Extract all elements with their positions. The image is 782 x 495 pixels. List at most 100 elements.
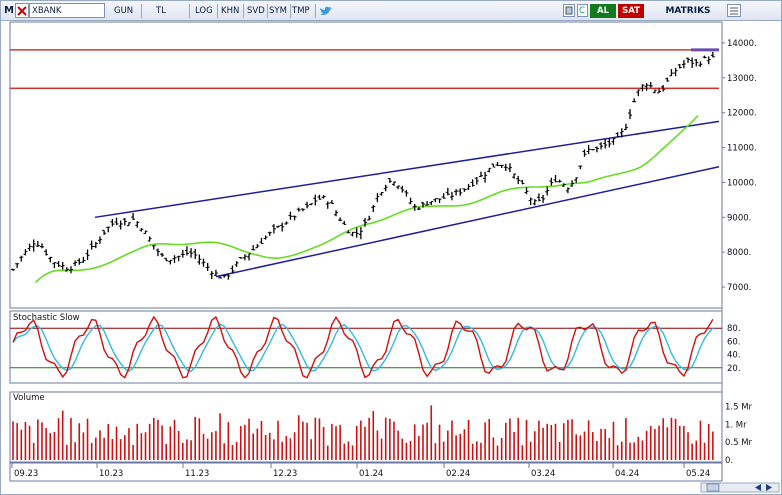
options-button[interactable] xyxy=(727,4,741,17)
volume-tick-label: 1.5 Mr xyxy=(725,403,753,413)
price-bar xyxy=(226,273,231,280)
price-bar xyxy=(168,259,173,265)
price-bar xyxy=(338,217,343,222)
price-bar xyxy=(657,88,662,94)
price-bar xyxy=(383,184,388,192)
price-bar xyxy=(652,89,657,94)
price-tick-label: 7000. xyxy=(727,283,751,293)
chart-c-label: C xyxy=(579,6,585,16)
price-bar xyxy=(93,241,98,249)
price-bar xyxy=(305,201,310,209)
price-bar xyxy=(491,163,496,168)
price-bar xyxy=(681,60,686,69)
brand-logo: MATRIKS xyxy=(665,6,711,16)
price-bar xyxy=(404,190,409,197)
price-bar xyxy=(64,267,69,272)
price-bar xyxy=(27,243,32,251)
price-bar xyxy=(632,98,637,103)
price-bar xyxy=(628,109,633,120)
price-bar xyxy=(11,268,15,271)
stochastic-tick-label: 60. xyxy=(727,337,741,347)
currency-button[interactable]: TL xyxy=(156,6,166,16)
price-bar xyxy=(19,255,24,262)
price-bar xyxy=(259,237,264,245)
price-bar xyxy=(507,163,512,173)
price-bar xyxy=(122,218,127,226)
price-bar xyxy=(570,180,575,187)
price-bar xyxy=(603,138,608,149)
price-panel xyxy=(9,21,723,309)
scrollbar[interactable] xyxy=(700,482,780,493)
sell-button[interactable]: SAT xyxy=(618,4,644,18)
price-bar xyxy=(230,265,235,273)
price-bar xyxy=(420,201,425,208)
price-bar xyxy=(263,235,268,240)
scroll-right-icon[interactable] xyxy=(766,484,772,491)
price-bar xyxy=(321,195,326,199)
price-bar xyxy=(234,261,239,267)
price-bar xyxy=(549,177,554,186)
price-bar xyxy=(135,221,140,228)
price-bar xyxy=(396,185,401,190)
price-bar xyxy=(619,128,624,138)
resistance-lines xyxy=(10,48,719,89)
price-bar xyxy=(487,167,492,173)
price-bar xyxy=(433,198,438,203)
price-bar xyxy=(255,244,260,249)
price-bar xyxy=(155,248,160,257)
price-bar xyxy=(31,239,36,252)
stochastic-d-line xyxy=(12,323,714,373)
log-button[interactable]: LOG xyxy=(195,6,213,16)
price-bar xyxy=(15,263,20,269)
symbol-input[interactable]: XBANK xyxy=(29,3,105,18)
price-bar xyxy=(172,255,177,264)
volume-bars xyxy=(12,405,714,460)
scroll-thumb[interactable] xyxy=(706,483,720,492)
close-symbol-button[interactable] xyxy=(15,3,29,18)
price-bar xyxy=(379,191,384,196)
price-bar xyxy=(97,236,102,244)
date-tick-label: 05.24 xyxy=(686,469,710,479)
price-bar xyxy=(284,221,289,225)
price-bar xyxy=(77,258,82,265)
price-bar xyxy=(68,266,73,274)
tmp-button[interactable]: TMP xyxy=(292,6,310,16)
price-bar xyxy=(669,69,674,77)
refresh-button[interactable] xyxy=(563,4,575,17)
price-bar xyxy=(197,254,202,265)
chart-c-button[interactable]: C xyxy=(577,4,588,17)
date-tick-label: 09.23 xyxy=(14,469,38,479)
price-bar xyxy=(160,252,165,257)
buy-button[interactable]: AL xyxy=(590,4,616,18)
price-bar xyxy=(454,189,459,196)
price-bar xyxy=(73,260,78,266)
date-tick-label: 12.23 xyxy=(273,469,297,479)
scroll-left-icon[interactable] xyxy=(755,484,761,491)
price-bar xyxy=(288,211,293,220)
khn-button[interactable]: KHN xyxy=(221,6,240,16)
volume-label: Volume xyxy=(13,393,45,403)
price-bar xyxy=(636,89,641,97)
twitter-icon[interactable] xyxy=(319,5,333,17)
price-bar xyxy=(189,248,194,258)
close-icon xyxy=(17,6,27,16)
price-bar xyxy=(644,83,649,91)
price-bar xyxy=(512,173,517,179)
price-bar xyxy=(408,197,413,205)
price-bar xyxy=(184,246,189,256)
sym-button[interactable]: SYM xyxy=(269,6,287,16)
price-bar xyxy=(48,256,53,263)
price-bar xyxy=(110,218,115,227)
date-tick-label: 11.23 xyxy=(185,469,209,479)
svd-button[interactable]: SVD xyxy=(247,6,265,16)
price-bar xyxy=(623,123,628,131)
period-button[interactable]: GUN xyxy=(114,6,134,16)
price-bar xyxy=(44,249,49,256)
price-bar xyxy=(81,256,86,263)
price-tick-label: 8000. xyxy=(727,248,751,258)
price-bar xyxy=(147,236,152,242)
price-bar xyxy=(329,200,334,204)
date-tick-label: 10.23 xyxy=(99,469,123,479)
price-bar xyxy=(495,162,500,166)
